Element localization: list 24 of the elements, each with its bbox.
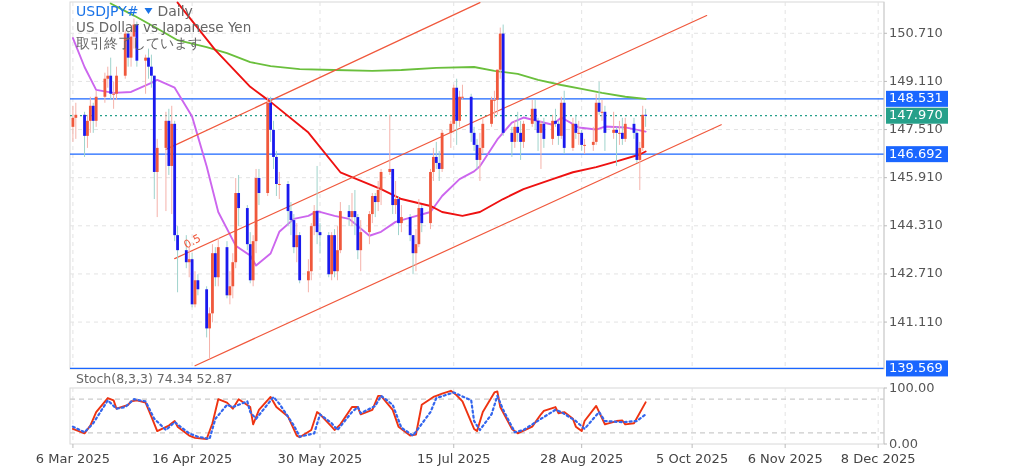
x-tick-label: 16 Apr 2025 — [151, 451, 233, 466]
x-tick-label: 6 Nov 2025 — [747, 451, 823, 466]
x-tick-label: 15 Jul 2025 — [416, 451, 491, 466]
x-tick-label: 28 Aug 2025 — [540, 451, 624, 466]
line-series — [71, 37, 647, 267]
y-tick-label: 147.510 — [889, 121, 943, 137]
chart-title: Stoch(8,3,3) 74.34 52.87 — [76, 371, 233, 386]
y-tick-label: 150.710 — [889, 24, 943, 40]
x-tick-label: 5 Oct 2025 — [656, 451, 729, 466]
y-tick-label: 0.00 — [889, 435, 918, 451]
y-tick-label: 141.110 — [889, 313, 943, 329]
y-tick-label: 142.710 — [889, 265, 943, 281]
ref-line-label: 148.531 — [889, 90, 943, 106]
y-tick-label: 145.910 — [889, 169, 943, 185]
y-tick-label: 144.310 — [889, 217, 943, 233]
ref-line-label: 146.692 — [889, 145, 943, 161]
y-tick-label: 149.110 — [889, 72, 943, 88]
annotation: 0.5 — [181, 231, 204, 252]
x-tick-label: 6 Mar 2025 — [35, 451, 110, 466]
ref-line-label: 147.970 — [889, 107, 943, 123]
x-tick-label: 30 May 2025 — [277, 451, 363, 466]
ref-line-label: 139.569 — [889, 359, 943, 375]
x-tick-label: 8 Dec 2025 — [840, 451, 916, 466]
y-tick-label: 100.00 — [889, 379, 935, 395]
